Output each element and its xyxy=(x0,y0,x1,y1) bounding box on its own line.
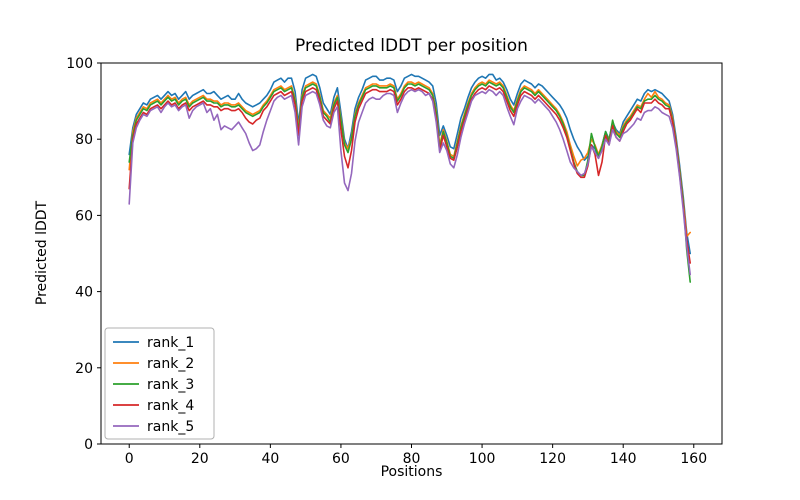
chart-title: Predicted lDDT per position xyxy=(295,36,528,56)
x-tick-label: 120 xyxy=(539,451,566,467)
y-axis-label: Predicted lDDT xyxy=(34,200,50,306)
x-tick-label: 80 xyxy=(403,451,421,467)
x-axis-label: Positions xyxy=(380,464,443,480)
y-tick-label: 0 xyxy=(84,437,93,453)
legend-label-rank_2: rank_2 xyxy=(147,356,194,372)
y-tick-label: 20 xyxy=(75,361,93,377)
x-tick-label: 20 xyxy=(191,451,209,467)
x-tick-label: 60 xyxy=(332,451,350,467)
x-tick-label: 40 xyxy=(261,451,279,467)
y-tick-label: 100 xyxy=(66,56,93,72)
legend-label-rank_1: rank_1 xyxy=(147,335,194,351)
legend-label-rank_3: rank_3 xyxy=(147,377,194,393)
series-line-rank_3 xyxy=(128,81,692,283)
series-line-rank_5 xyxy=(128,88,692,276)
y-tick-label: 60 xyxy=(75,208,93,224)
x-tick-label: 160 xyxy=(680,451,707,467)
x-tick-label: 0 xyxy=(125,451,134,467)
x-tick-label: 140 xyxy=(610,451,637,467)
legend-label-rank_4: rank_4 xyxy=(147,398,194,414)
series-line-rank_4 xyxy=(128,85,692,264)
x-tick-label: 100 xyxy=(469,451,496,467)
y-tick-label: 40 xyxy=(75,285,93,301)
y-tick-label: 80 xyxy=(75,132,93,148)
legend-box xyxy=(104,327,215,440)
legend-label-rank_5: rank_5 xyxy=(147,419,194,435)
